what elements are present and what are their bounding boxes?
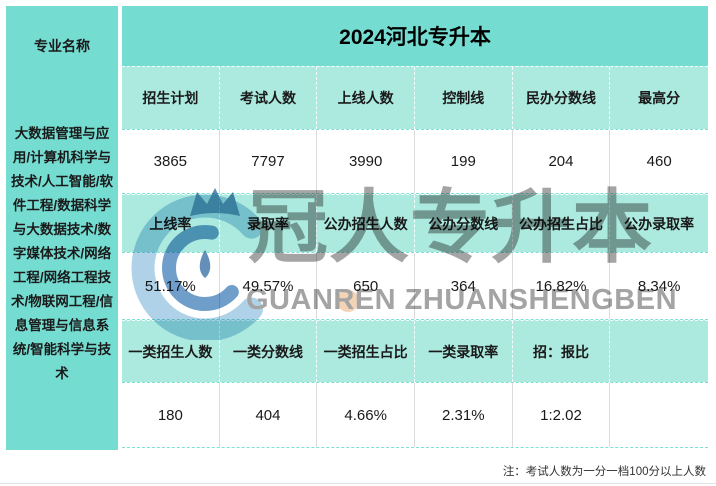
table-area: 2024河北专升本 招生计划 考试人数 上线人数 控制线 民办分数线 最高分 3… — [122, 6, 708, 450]
header-cell: 公办招生人数 — [317, 195, 415, 252]
value-row-3: 180 404 4.66% 2.31% 1:2.02 — [122, 382, 708, 448]
value-cell: 204 — [513, 130, 611, 193]
header-cell: 一类分数线 — [220, 321, 318, 382]
value-cell: 460 — [646, 153, 672, 170]
header-cell: 最高分 — [638, 90, 681, 106]
header-cell: 公办录取率 — [624, 215, 695, 232]
value-cell: 7797 — [220, 130, 318, 193]
header-cell: 招：报比 — [513, 321, 611, 382]
value-cell: 16.82% — [513, 253, 611, 319]
value-cell: 51.17% — [122, 253, 220, 319]
left-panel: 专业名称 大数据管理与应用/计算机科学与技术/人工智能/软件工程/数据科学与大数… — [6, 6, 118, 450]
header-cell: 考试人数 — [220, 67, 318, 129]
value-cell: 3865 — [122, 130, 220, 193]
value-cell: 1:2.02 — [513, 383, 611, 447]
footnote: 注：考试人数为一分一档100分以上人数 — [502, 466, 706, 478]
header-row-2: 上线率 录取率 公办招生人数 公办分数线 公办招生占比 公办录取率 — [122, 194, 708, 252]
value-cell: 404 — [220, 383, 318, 447]
header-cell: 一类招生人数 — [122, 321, 220, 382]
value-cell: 8.34% — [637, 277, 681, 295]
header-cell: 一类录取率 — [415, 321, 513, 382]
value-cell: 2.31% — [415, 383, 513, 447]
header-cell: 录取率 — [220, 195, 318, 252]
header-cell: 民办分数线 — [513, 67, 611, 129]
value-cell — [610, 383, 708, 447]
value-cell: 180 — [122, 383, 220, 447]
value-cell: 3990 — [317, 130, 415, 193]
header-cell: 一类招生占比 — [317, 321, 415, 382]
header-cell: 招生计划 — [122, 67, 220, 129]
left-panel-title: 专业名称 — [34, 38, 90, 54]
header-cell: 公办分数线 — [415, 195, 513, 252]
header-cell: 控制线 — [415, 67, 513, 129]
value-cell: 4.66% — [317, 383, 415, 447]
value-cell: 199 — [415, 130, 513, 193]
value-cell: 49.57% — [220, 253, 318, 319]
header-cell: 上线率 — [122, 195, 220, 252]
header-cell: 公办招生占比 — [513, 195, 611, 252]
value-cell: 650 — [317, 253, 415, 319]
header-cell — [610, 321, 708, 382]
value-row-2: 51.17% 49.57% 650 364 16.82% 8.34% — [122, 252, 708, 320]
header-row-1: 招生计划 考试人数 上线人数 控制线 民办分数线 最高分 — [122, 66, 708, 129]
header-cell: 上线人数 — [317, 67, 415, 129]
banner: 2024河北专升本 — [122, 6, 708, 66]
header-row-3: 一类招生人数 一类分数线 一类招生占比 一类录取率 招：报比 — [122, 320, 708, 382]
major-names-text: 大数据管理与应用/计算机科学与技术/人工智能/软件工程/数据科学与大数据技术/数… — [10, 126, 113, 381]
page-title: 2024河北专升本 — [339, 26, 491, 49]
bottom-divider — [0, 483, 716, 484]
value-row-1: 3865 7797 3990 199 204 460 — [122, 129, 708, 194]
value-cell: 364 — [415, 253, 513, 319]
